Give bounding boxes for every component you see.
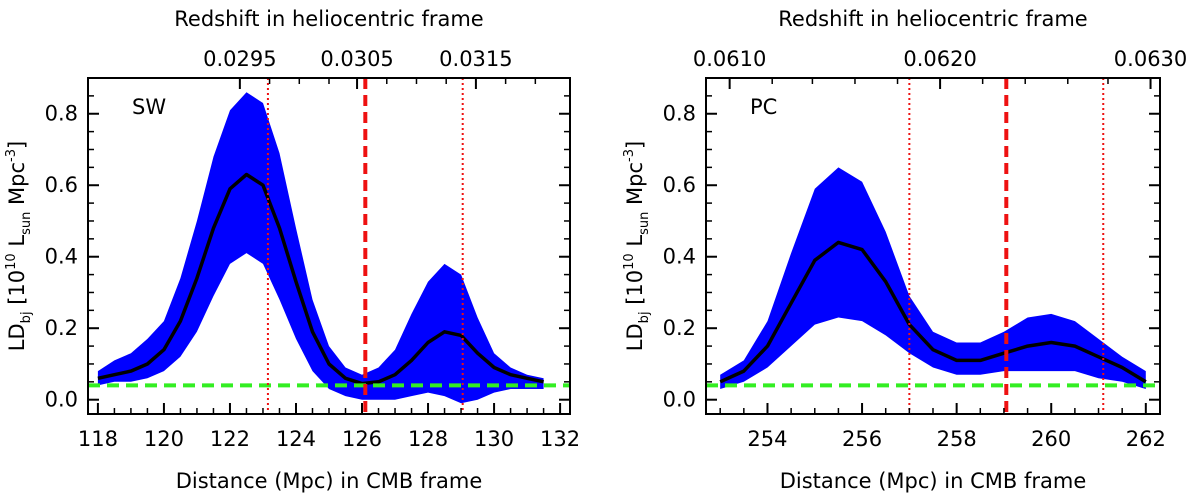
pc-ylabel-unit: Mpc [623, 162, 647, 212]
pc-top-axis-title: Redshift in heliocentric frame [778, 7, 1087, 31]
sw-ylabel-unit: Mpc [5, 162, 29, 212]
pc-x-axis-title: Distance (Mpc) in CMB frame [780, 469, 1087, 493]
pc-ytick-label: 0.6 [663, 173, 696, 197]
sw-ytick-label: 0.0 [45, 388, 78, 412]
pc-ytick-label: 0.4 [663, 245, 696, 269]
pc-y-axis-title: LDbj [1010 Lsun Mpc-3] [622, 141, 652, 351]
sw-xtick-label: 124 [276, 427, 316, 451]
sw-ytick-label: 0.4 [45, 245, 78, 269]
sw-xtick-label: 118 [78, 427, 118, 451]
pc-xtick-label: 254 [747, 427, 787, 451]
pc-ylabel-unit-exp: -3 [622, 149, 637, 162]
pc-ylabel-close: ] [623, 141, 647, 149]
sw-mean-line [97, 172, 544, 386]
sw-plot-area [88, 78, 570, 414]
sw-ylabel-base: LD [5, 323, 29, 351]
sw-ytick-label: 0.6 [45, 173, 78, 197]
pc-ylabel-exp: 10 [622, 253, 637, 270]
sw-y-axis-title: LDbj [1010 Lsun Mpc-3] [4, 141, 34, 351]
sw-x-axis-title: Distance (Mpc) in CMB frame [176, 469, 483, 493]
sw-ylabel-mid: L [5, 235, 29, 254]
pc-ylabel-open: [10 [623, 270, 647, 312]
pc-top-tick-label: 0.0630 [1114, 47, 1187, 71]
sw-xtick-label: 122 [210, 427, 250, 451]
pc-ytick-label: 0.8 [663, 102, 696, 126]
pc-ytick-label: 0.0 [663, 388, 696, 412]
pc-xtick-label: 262 [1126, 427, 1166, 451]
pc-ylabel-sub: bj [637, 311, 652, 323]
pc-ytick-label: 0.2 [663, 316, 696, 340]
sw-top-tick-label: 0.0315 [439, 47, 512, 71]
sw-panel-label: SW [132, 95, 166, 119]
pc-ylabel-mid: L [623, 235, 647, 254]
pc-ylabel-unit-sub: sun [637, 212, 652, 235]
sw-xtick-label: 130 [474, 427, 514, 451]
sw-ylabel-unit-exp: -3 [4, 149, 19, 162]
pc-xtick-label: 258 [937, 427, 977, 451]
sw-xtick-label: 126 [342, 427, 382, 451]
pc-plot-area [706, 78, 1160, 414]
sw-top-tick-label: 0.0305 [320, 47, 393, 71]
sw-ytick-label: 0.2 [45, 316, 78, 340]
pc-top-tick-label: 0.0610 [693, 47, 766, 71]
pc-panel-label: PC [750, 95, 777, 119]
sw-ylabel-close: ] [5, 141, 29, 149]
sw-ylabel-exp: 10 [4, 253, 19, 270]
pc-xtick-label: 256 [842, 427, 882, 451]
sw-ylabel-open: [10 [5, 270, 29, 312]
sw-xtick-label: 128 [408, 427, 448, 451]
sw-panel: 118 120 122 124 126 128 130 132 0.0295 0.0305 0.03… [4, 7, 580, 493]
sw-confidence-band [97, 92, 544, 404]
sw-xtick-label: 120 [144, 427, 184, 451]
sw-xtick-label: 132 [540, 427, 580, 451]
pc-xtick-label: 260 [1031, 427, 1071, 451]
sw-ylabel-unit-sub: sun [19, 212, 34, 235]
pc-confidence-band [720, 167, 1146, 389]
pc-top-tick-label: 0.0620 [903, 47, 976, 71]
sw-ylabel-sub: bj [19, 311, 34, 323]
sw-top-tick-label: 0.0295 [203, 47, 276, 71]
pc-ylabel-base: LD [623, 323, 647, 351]
pc-panel: 254 256 258 260 262 0.0610 0.0620 0.0630 0.0 0.2 0… [622, 7, 1187, 493]
sw-ytick-label: 0.8 [45, 102, 78, 126]
sw-top-axis-title: Redshift in heliocentric frame [174, 7, 483, 31]
pc-mean-line [719, 240, 1147, 384]
